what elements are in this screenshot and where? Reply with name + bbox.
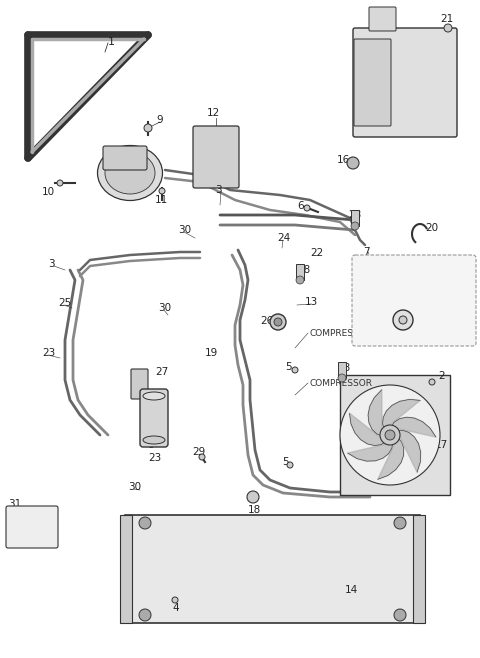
Polygon shape [368, 390, 382, 436]
Text: 14: 14 [345, 585, 358, 595]
Circle shape [399, 316, 407, 324]
Circle shape [270, 314, 286, 330]
Text: 31: 31 [8, 499, 21, 509]
Text: 28: 28 [297, 265, 310, 275]
Text: 26: 26 [260, 316, 273, 326]
FancyBboxPatch shape [353, 28, 457, 137]
FancyBboxPatch shape [6, 506, 58, 548]
Polygon shape [391, 417, 436, 437]
Text: 5: 5 [285, 362, 292, 372]
Text: 28: 28 [348, 210, 361, 220]
Text: 6: 6 [297, 201, 304, 211]
Text: 13: 13 [305, 297, 318, 307]
Circle shape [429, 379, 435, 385]
Text: 27: 27 [155, 367, 168, 377]
Circle shape [57, 180, 63, 186]
Circle shape [159, 188, 165, 194]
Text: 19: 19 [205, 348, 218, 358]
Text: 29: 29 [192, 447, 205, 457]
Circle shape [340, 385, 440, 485]
FancyBboxPatch shape [140, 389, 168, 447]
Text: 12: 12 [207, 108, 220, 118]
FancyBboxPatch shape [354, 39, 391, 126]
Polygon shape [348, 443, 393, 461]
Circle shape [247, 491, 259, 503]
Polygon shape [349, 413, 386, 445]
Bar [340, 375, 450, 495]
Circle shape [287, 462, 293, 468]
Text: 9: 9 [156, 115, 163, 125]
Text: 23: 23 [42, 348, 55, 358]
Text: 3: 3 [215, 185, 222, 195]
Text: 25: 25 [58, 298, 71, 308]
Text: 16: 16 [337, 155, 350, 165]
Text: 30: 30 [158, 303, 171, 313]
Circle shape [394, 517, 406, 529]
Polygon shape [378, 438, 404, 479]
Circle shape [394, 609, 406, 621]
Text: COMPRESSOR: COMPRESSOR [310, 378, 373, 388]
Circle shape [172, 597, 178, 603]
Ellipse shape [143, 392, 165, 400]
Ellipse shape [97, 145, 163, 201]
Bar [413, 515, 425, 623]
Text: 4: 4 [172, 603, 179, 613]
Text: 28: 28 [337, 363, 350, 373]
Text: 21: 21 [440, 14, 453, 24]
Text: 20: 20 [425, 223, 438, 233]
FancyBboxPatch shape [103, 146, 147, 170]
Circle shape [139, 517, 151, 529]
Circle shape [347, 157, 359, 169]
Text: 24: 24 [277, 233, 290, 243]
Text: 11: 11 [155, 195, 168, 205]
Text: 1: 1 [108, 37, 115, 47]
FancyBboxPatch shape [352, 255, 476, 346]
Text: (W/O AIR CON): (W/O AIR CON) [362, 270, 429, 278]
Text: 3: 3 [48, 259, 55, 269]
Circle shape [351, 222, 359, 230]
Circle shape [393, 310, 413, 330]
Text: 8: 8 [147, 440, 154, 450]
Circle shape [338, 374, 346, 382]
Text: COMPRESSOR: COMPRESSOR [310, 328, 373, 338]
Text: 18: 18 [248, 505, 261, 515]
Bar [125, 515, 420, 623]
Text: 7: 7 [363, 247, 370, 257]
Circle shape [292, 367, 298, 373]
Polygon shape [383, 399, 420, 430]
Text: 2: 2 [438, 371, 444, 381]
Bar [120, 515, 132, 623]
Text: 30: 30 [178, 225, 191, 235]
Bar [338, 362, 346, 378]
Text: 17: 17 [435, 440, 448, 450]
Text: 5: 5 [282, 457, 288, 467]
FancyBboxPatch shape [131, 369, 148, 399]
Circle shape [296, 276, 304, 284]
Circle shape [304, 205, 310, 211]
Bar [296, 264, 304, 280]
Circle shape [444, 24, 452, 32]
Polygon shape [396, 430, 420, 472]
Text: 10: 10 [42, 187, 55, 197]
FancyBboxPatch shape [193, 126, 239, 188]
Circle shape [144, 124, 152, 132]
Circle shape [274, 318, 282, 326]
Text: 23: 23 [148, 453, 161, 463]
Ellipse shape [105, 152, 155, 194]
Circle shape [380, 425, 400, 445]
Text: 15: 15 [396, 288, 410, 298]
Circle shape [385, 430, 395, 440]
Circle shape [199, 454, 205, 460]
Bar [351, 210, 359, 226]
Text: 30: 30 [128, 482, 141, 492]
FancyBboxPatch shape [369, 7, 396, 31]
Text: 22: 22 [310, 248, 323, 258]
Ellipse shape [143, 436, 165, 444]
Circle shape [139, 609, 151, 621]
